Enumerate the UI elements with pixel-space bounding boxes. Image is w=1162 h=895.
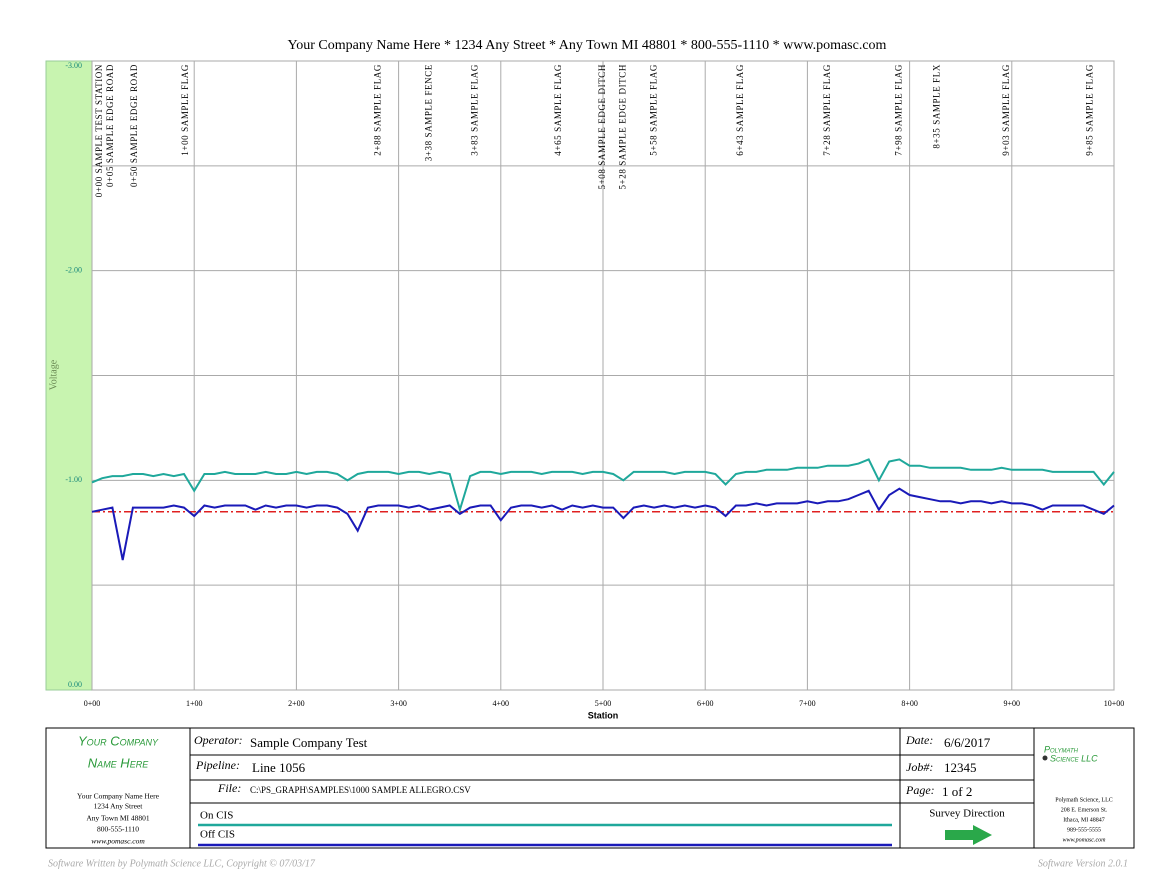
station-annotation: 4+65 SAMPLE FLAG xyxy=(553,64,563,156)
vendor-address: 208 E. Emerson St. xyxy=(1061,807,1108,813)
station-annotation: 9+03 SAMPLE FLAG xyxy=(1001,64,1011,156)
field-value: 6/6/2017 xyxy=(944,735,991,750)
company-address: Any Town MI 48801 xyxy=(86,814,150,823)
field-label: Job#: xyxy=(906,760,933,774)
field-value: 1 of 2 xyxy=(942,784,972,799)
station-annotation: 5+28 SAMPLE EDGE DITCH xyxy=(618,64,628,190)
series-line xyxy=(91,458,1115,514)
station-annotation: 0+05 SAMPLE EDGE ROAD xyxy=(105,64,115,187)
y-axis-title: Voltage xyxy=(48,359,59,390)
y-tick-label: -3.00 xyxy=(65,61,82,70)
direction-arrow xyxy=(945,825,992,845)
field-value: C:\PS_GRAPH\SAMPLES\1000 SAMPLE ALLEGRO.… xyxy=(250,785,471,795)
vendor-address: 989-555-5555 xyxy=(1067,827,1101,833)
vendor-address: Polymath Science, LLC xyxy=(1055,797,1113,803)
y-tick-label: -2.00 xyxy=(65,265,82,274)
vendor-address: www.pomasc.com xyxy=(1063,837,1107,843)
x-tick-label: 7+00 xyxy=(799,699,816,708)
x-tick-label: 9+00 xyxy=(1004,699,1021,708)
y-axis-band xyxy=(45,60,93,691)
y-tick-label: 0.00 xyxy=(68,680,82,689)
copyright: Software Written by Polymath Science LLC… xyxy=(48,858,316,869)
station-annotation: 7+28 SAMPLE FLAG xyxy=(822,64,832,156)
field-label: Pipeline: xyxy=(195,758,240,772)
vendor-name: Polymath xyxy=(1044,744,1079,754)
field-value: 12345 xyxy=(944,760,977,775)
station-annotation: 5+58 SAMPLE FLAG xyxy=(648,64,658,156)
station-annotation: 3+38 SAMPLE FENCE xyxy=(423,64,433,161)
x-tick-label: 5+00 xyxy=(595,699,612,708)
field-value: Line 1056 xyxy=(252,760,306,775)
vendor-logo-dot xyxy=(1042,755,1048,761)
x-axis-title: Station xyxy=(588,710,619,720)
station-annotation: 2+88 SAMPLE FLAG xyxy=(372,64,382,156)
station-annotation: 0+50 SAMPLE EDGE ROAD xyxy=(129,64,139,187)
station-annotation: 3+83 SAMPLE FLAG xyxy=(469,64,479,156)
station-annotation: 0+00 SAMPLE TEST STATION xyxy=(94,64,104,197)
company-address: www.pomasc.com xyxy=(91,837,145,846)
chart: -3.00 -2.00 -1.00 0.00 0+00 1+00 2+00 3+00 4+00 5… xyxy=(65,60,1125,708)
station-annotation: 9+85 SAMPLE FLAG xyxy=(1085,64,1095,156)
title-block xyxy=(45,727,1135,849)
field-label: Operator: xyxy=(194,733,243,747)
vendor-name: Science LLC xyxy=(1050,753,1098,763)
series-line xyxy=(91,487,1115,561)
x-tick-label: 4+00 xyxy=(493,699,510,708)
field-value: Sample Company Test xyxy=(250,735,368,750)
company-name: Your Company xyxy=(78,733,159,748)
x-tick-label: 10+00 xyxy=(1104,699,1125,708)
x-tick-label: 8+00 xyxy=(901,699,918,708)
station-annotation: 6+43 SAMPLE FLAG xyxy=(735,64,745,156)
legend-label: On CIS xyxy=(200,810,233,822)
software-version: Software Version 2.0.1 xyxy=(1038,858,1128,869)
footer-border xyxy=(45,727,1135,849)
x-tick-label: 0+00 xyxy=(84,699,101,708)
station-annotation: 5+08 SAMPLE EDGE DITCH xyxy=(597,64,607,190)
y-tick-label: -1.00 xyxy=(65,475,82,484)
field-label: File: xyxy=(217,781,241,795)
company-name: Name Here xyxy=(88,755,149,770)
field-label: Page: xyxy=(905,783,935,797)
legend-label: Off CIS xyxy=(200,829,235,841)
x-tick-label: 1+00 xyxy=(186,699,203,708)
survey-direction: Survey Direction xyxy=(929,808,1005,820)
x-tick-label: 6+00 xyxy=(697,699,714,708)
station-annotation: 8+35 SAMPLE FLX xyxy=(931,64,941,149)
station-annotation: 1+00 SAMPLE FLAG xyxy=(180,64,190,156)
field-label: Date: xyxy=(905,733,933,747)
company-address: 1234 Any Street xyxy=(94,802,144,811)
company-address: Your Company Name Here xyxy=(77,792,160,801)
report-header: Your Company Name Here * 1234 Any Street… xyxy=(288,38,887,53)
x-tick-label: 2+00 xyxy=(288,699,305,708)
x-tick-label: 3+00 xyxy=(390,699,407,708)
vendor-address: Ithaca, MI 48847 xyxy=(1063,817,1105,823)
company-address: 800-555-1110 xyxy=(97,825,139,834)
station-annotation: 7+98 SAMPLE FLAG xyxy=(894,64,904,156)
